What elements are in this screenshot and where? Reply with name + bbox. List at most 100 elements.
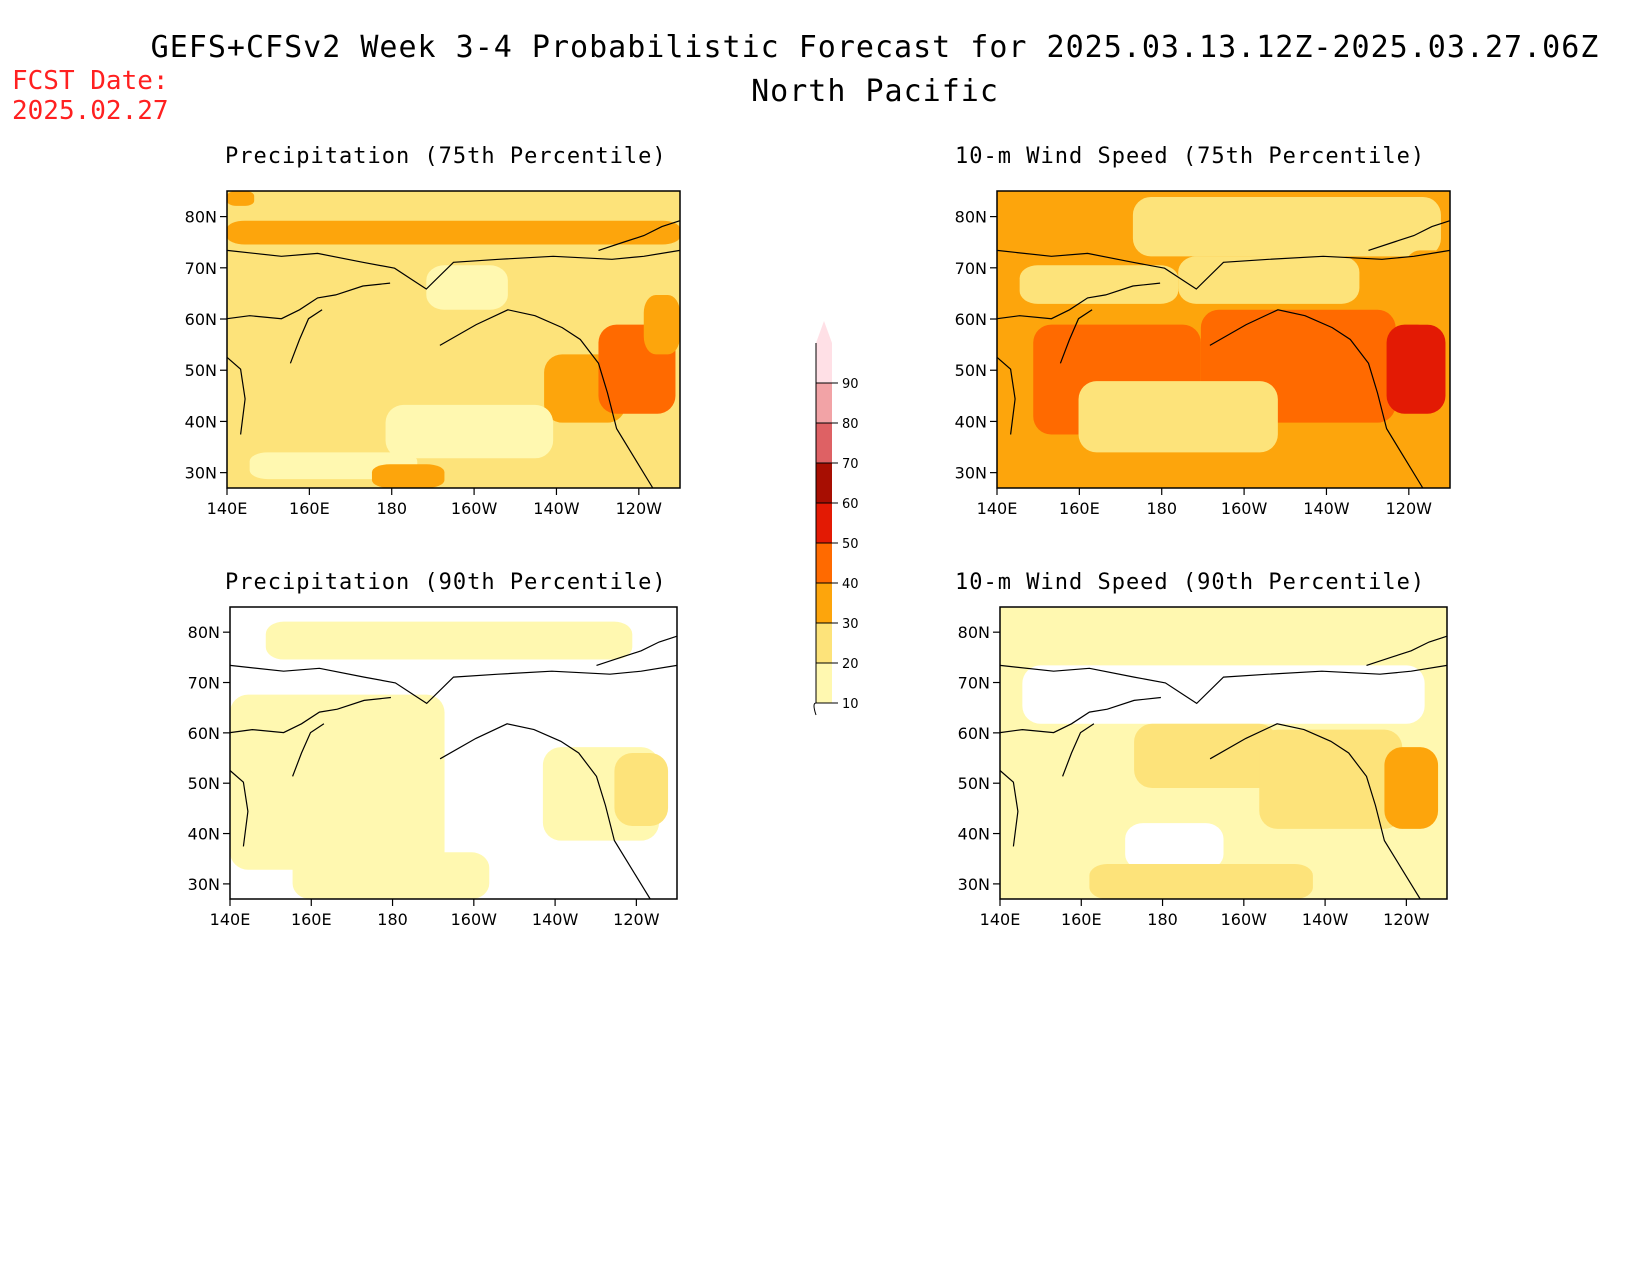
- coastline: [439, 309, 654, 489]
- panel-title-wind75: 10-m Wind Speed (75th Percentile): [955, 144, 1426, 169]
- lat-tick-label: 80N: [185, 208, 217, 227]
- coastline: [996, 249, 1451, 290]
- lon-tick-label: 160W: [1221, 499, 1268, 518]
- map-frame: [229, 606, 678, 900]
- fcst-date-label: FCST Date:: [12, 66, 169, 96]
- map-panel-precip90: 140E 160E 180 160W 140W 120W 80N 70N 60N 50N 40N 30…: [188, 606, 678, 929]
- map-frame: [996, 190, 1451, 489]
- coastline: [439, 723, 651, 900]
- contour-region: [1019, 265, 1179, 304]
- lat-tick-label: 80N: [188, 623, 220, 642]
- contour-region: [1178, 256, 1360, 304]
- lon-tick-label: 180: [1147, 910, 1178, 929]
- coastline: [229, 770, 249, 847]
- colorbar-swatch: [816, 463, 832, 503]
- colorbar-label: 50: [842, 537, 859, 552]
- contour-region: [426, 265, 508, 310]
- panel-title-precip75: Precipitation (75th Percentile): [225, 144, 667, 169]
- coastline: [226, 249, 681, 290]
- map-frame: [226, 190, 681, 489]
- colorbar-label: 20: [842, 657, 859, 672]
- panel-title-precip90: Precipitation (90th Percentile): [225, 570, 667, 595]
- contour-region: [371, 464, 445, 488]
- coastline: [229, 696, 391, 734]
- lon-tick-label: 140E: [210, 910, 251, 929]
- contour-region: [227, 191, 255, 206]
- coastline: [1209, 309, 1424, 489]
- lat-tick-label: 60N: [188, 724, 220, 743]
- contour-region: [1384, 747, 1439, 829]
- lat-tick-label: 50N: [185, 361, 217, 380]
- colorbar-swatch: [816, 503, 832, 543]
- coastline: [999, 664, 1448, 705]
- lon-tick-label: 140W: [1303, 499, 1350, 518]
- contour-region: [227, 220, 680, 245]
- main-title: GEFS+CFSv2 Week 3-4 Probabilistic Foreca…: [150, 30, 1600, 65]
- colorbar-label: 90: [842, 377, 859, 392]
- contour-region: [1022, 665, 1425, 724]
- coastline: [1209, 723, 1421, 900]
- map-panel-precip75: 140E 160E 180 160W 140W 120W 80N 70N 60N 50N 40N 30…: [185, 190, 681, 518]
- lat-tick-label: 70N: [955, 259, 987, 278]
- lat-tick-label: 60N: [185, 310, 217, 329]
- lon-tick-label: 140E: [980, 910, 1021, 929]
- colorbar-swatch: [816, 623, 832, 663]
- lat-tick-label: 70N: [958, 674, 990, 693]
- lon-tick-label: 120W: [1383, 910, 1430, 929]
- lon-tick-label: 120W: [616, 499, 663, 518]
- lat-tick-label: 60N: [955, 310, 987, 329]
- lat-tick-label: 80N: [955, 208, 987, 227]
- lon-tick-label: 140W: [532, 910, 579, 929]
- coastline: [999, 696, 1161, 734]
- coastline: [1059, 309, 1093, 364]
- contour-region: [1132, 196, 1441, 257]
- lat-tick-label: 40N: [958, 825, 990, 844]
- coastline: [1368, 220, 1451, 251]
- contour-region: [1404, 250, 1450, 325]
- colorbar-label: 70: [842, 457, 859, 472]
- lon-tick-label: 160W: [451, 499, 498, 518]
- lat-tick-label: 30N: [958, 875, 990, 894]
- colorbar-swatch: [816, 663, 832, 703]
- lat-tick-label: 50N: [958, 774, 990, 793]
- coastline: [229, 664, 678, 705]
- colorbar-label: 10: [842, 697, 859, 712]
- contour-region: [614, 753, 669, 826]
- coastline: [996, 356, 1016, 435]
- coastline: [226, 356, 246, 435]
- lat-tick-label: 40N: [185, 412, 217, 431]
- colorbar-swatch: [816, 543, 832, 583]
- colorbar-swatch: [816, 343, 832, 383]
- colorbar-label: 40: [842, 577, 859, 592]
- contour-region: [292, 852, 490, 899]
- map-panel-wind90: 140E 160E 180 160W 140W 120W 80N 70N 60N 50N 40N 30…: [958, 606, 1448, 929]
- colorbar-swatch: [816, 583, 832, 623]
- coastline: [996, 282, 1161, 320]
- contour-region: [1134, 723, 1278, 789]
- lon-tick-label: 160E: [1059, 499, 1100, 518]
- lon-tick-label: 140W: [1302, 910, 1349, 929]
- lon-tick-label: 180: [376, 499, 407, 518]
- colorbar-label: 80: [842, 417, 859, 432]
- colorbar-bottom-cap: [813, 702, 817, 716]
- lon-tick-label: 160W: [451, 910, 498, 929]
- contour-region: [1386, 324, 1446, 414]
- coastline: [598, 220, 681, 251]
- contour-region: [1125, 823, 1224, 870]
- coastline: [292, 723, 325, 777]
- lon-tick-label: 160E: [291, 910, 332, 929]
- colorbar: 10 20 30 40 50 60 70 80 90: [813, 321, 859, 716]
- lon-tick-label: 140E: [207, 499, 248, 518]
- lon-tick-label: 120W: [613, 910, 660, 929]
- lon-tick-label: 160E: [1061, 910, 1102, 929]
- lat-tick-label: 40N: [955, 412, 987, 431]
- lat-tick-label: 50N: [188, 774, 220, 793]
- lon-tick-label: 140E: [977, 499, 1018, 518]
- colorbar-label: 60: [842, 497, 859, 512]
- colorbar-swatch: [816, 423, 832, 463]
- lat-tick-label: 80N: [958, 623, 990, 642]
- contour-region: [230, 694, 445, 870]
- panel-title-wind90: 10-m Wind Speed (90th Percentile): [955, 570, 1426, 595]
- lon-tick-label: 180: [377, 910, 408, 929]
- contour-region: [643, 294, 680, 355]
